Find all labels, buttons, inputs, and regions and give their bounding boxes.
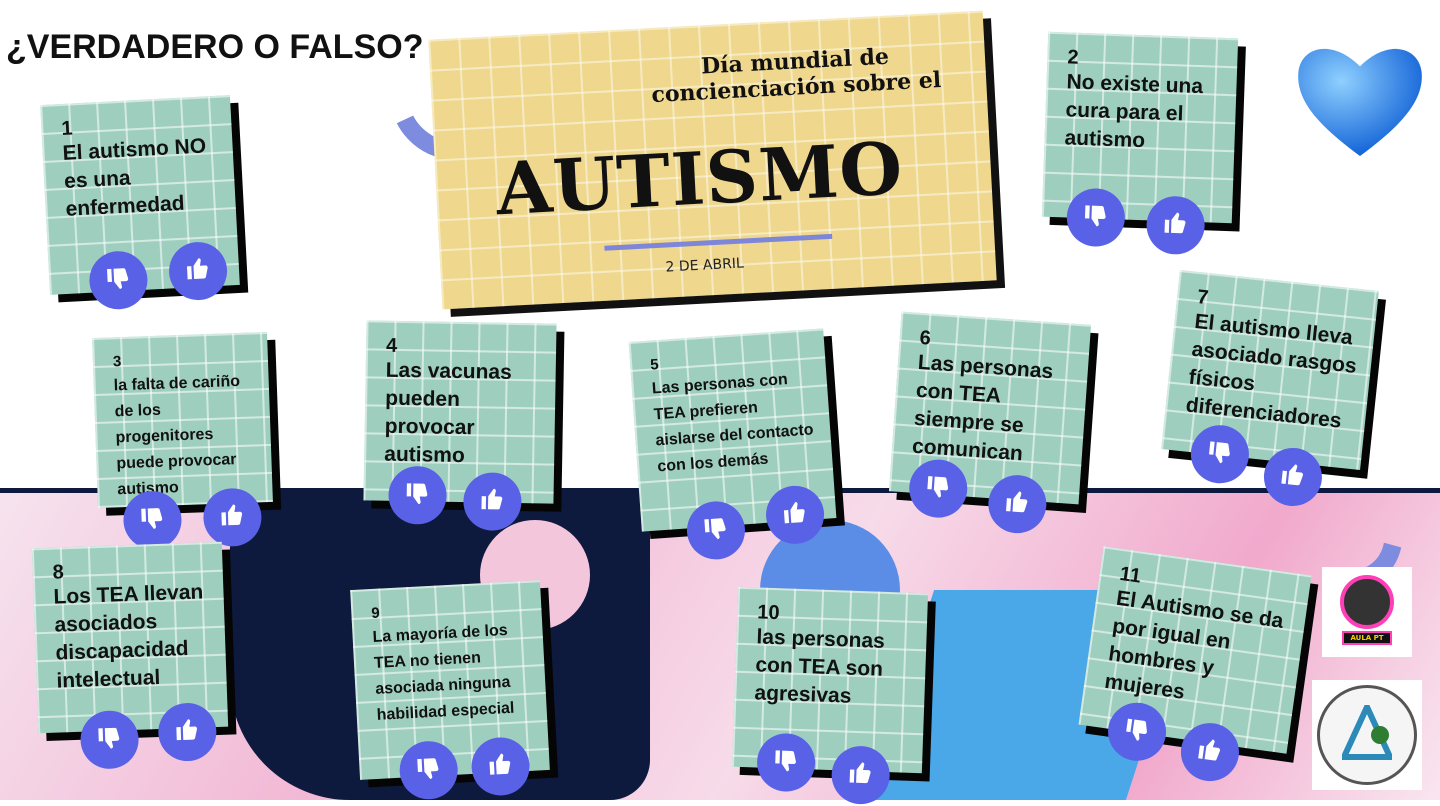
thumbs-down-icon <box>924 472 952 505</box>
aula-pt-logo: AULA PT <box>1322 567 1412 657</box>
false-button[interactable] <box>756 732 817 793</box>
true-button[interactable] <box>157 702 218 763</box>
card-statement: las personas con TEA son agresivas <box>754 625 886 708</box>
school-logo <box>1312 680 1422 790</box>
thumbs-down-icon <box>96 724 123 756</box>
true-button[interactable] <box>462 472 522 532</box>
question-card-2: 2 No existe una cura para el autismo <box>1041 31 1239 256</box>
false-button[interactable] <box>1065 187 1126 248</box>
false-button[interactable] <box>685 499 747 562</box>
thumbs-up-icon <box>847 759 874 791</box>
question-card-5: 5 Las personas con TEA prefieren aislarse… <box>628 328 837 562</box>
question-card-4: 4 Las vacunas pueden provocar autismo <box>363 320 557 532</box>
thumbs-up-icon <box>479 486 506 517</box>
thumbs-up-icon <box>1162 209 1189 241</box>
false-button[interactable] <box>388 465 448 525</box>
card-statement: La mayoría de los TEA no tienen asociada… <box>372 621 515 724</box>
true-button[interactable] <box>202 487 263 548</box>
page-title: ¿VERDADERO O FALSO? <box>6 28 424 66</box>
question-card-11: 11 El Autismo se da por igual en hombres … <box>1078 546 1312 785</box>
card-statement: El autismo lleva asociado rasgos físicos… <box>1184 309 1358 433</box>
header-underline <box>604 233 833 251</box>
true-button[interactable] <box>764 483 827 546</box>
thumbs-up-icon <box>1003 488 1031 521</box>
false-button[interactable] <box>87 249 149 311</box>
thumbs-up-icon <box>174 716 201 748</box>
thumbs-down-icon <box>404 480 431 511</box>
true-button[interactable] <box>986 473 1049 536</box>
false-button[interactable] <box>79 709 140 770</box>
question-card-10: 10 las personas con TEA son agresivas <box>731 586 929 806</box>
false-button[interactable] <box>1104 698 1170 765</box>
header-title: AUTISMO <box>493 125 906 232</box>
header-date: 2 DE ABRIL <box>665 255 745 276</box>
thumbs-down-icon <box>773 747 800 779</box>
card-statement: El Autismo se da por igual en hombres y … <box>1103 586 1285 704</box>
question-card-7: 7 El autismo lleva asociado rasgos físico… <box>1161 270 1379 509</box>
thumbs-up-icon <box>1195 735 1225 769</box>
card-statement: No existe una cura para el autismo <box>1064 70 1204 153</box>
true-button[interactable] <box>1177 719 1243 785</box>
thumbs-down-icon <box>1205 437 1234 471</box>
card-statement: Las personas con TEA prefieren aislarse … <box>651 371 815 476</box>
thumbs-down-icon <box>105 264 133 296</box>
question-card-1: 1 El autismo NO es una enfermedad <box>40 95 240 311</box>
thumbs-up-icon <box>1278 460 1307 494</box>
question-card-6: 6 Las personas con TEA siempre se comunic… <box>888 311 1092 536</box>
false-button[interactable] <box>398 739 460 801</box>
thumbs-down-icon <box>702 514 730 547</box>
thumbs-down-icon <box>139 504 166 536</box>
true-button[interactable] <box>1261 445 1325 509</box>
true-button[interactable] <box>1145 195 1206 256</box>
card-number: 4 <box>385 334 398 357</box>
thumbs-up-icon <box>219 501 246 533</box>
true-button[interactable] <box>470 735 532 797</box>
thumbs-up-icon <box>781 498 809 531</box>
false-button[interactable] <box>907 457 970 520</box>
card-statement: Las personas con TEA siempre se comunica… <box>911 350 1054 466</box>
thumbs-down-icon <box>1122 715 1152 749</box>
card-statement: Las vacunas pueden provocar autismo <box>384 358 512 468</box>
false-button[interactable] <box>1188 422 1252 487</box>
blue-heart-icon <box>1298 48 1422 157</box>
question-card-3: 3 la falta de cariño de los progenitores … <box>92 331 273 551</box>
thumbs-down-icon <box>1082 202 1109 234</box>
header-card: Día mundial de concienciación sobre el A… <box>428 10 997 310</box>
true-button[interactable] <box>167 240 229 302</box>
header-subtitle: Día mundial de concienciación sobre el <box>650 43 942 109</box>
question-card-9: 9 La mayoría de los TEA no tienen asociad… <box>350 580 550 801</box>
true-button[interactable] <box>830 745 891 806</box>
false-button[interactable] <box>122 490 183 551</box>
card-statement: El autismo NO es una enfermedad <box>62 134 207 221</box>
card-statement: la falta de cariño de los progenitores p… <box>113 372 241 499</box>
thumbs-up-icon <box>184 255 212 287</box>
card-statement: Los TEA llevan asociados discapacidad in… <box>53 580 204 693</box>
question-card-8: 8 Los TEA llevan asociados discapacidad i… <box>31 541 229 770</box>
thumbs-up-icon <box>487 750 515 782</box>
thumbs-down-icon <box>415 754 443 786</box>
